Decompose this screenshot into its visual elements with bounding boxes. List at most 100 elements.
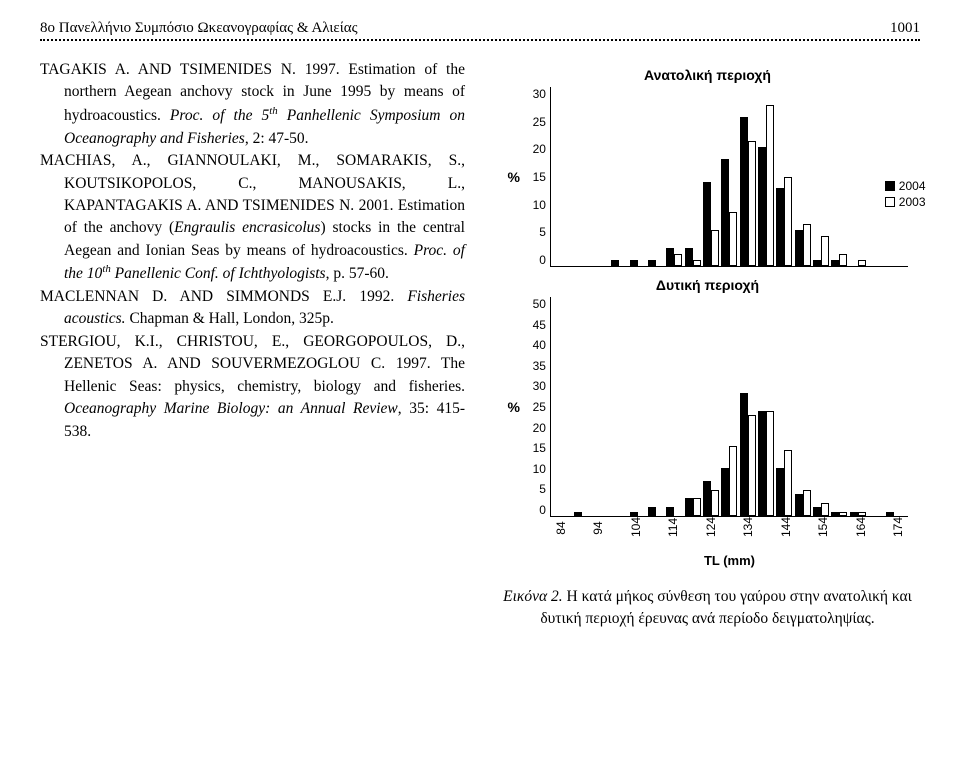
bar bbox=[784, 450, 792, 516]
plot-area-bottom bbox=[550, 297, 908, 517]
bar bbox=[648, 507, 656, 516]
bar-group bbox=[592, 297, 610, 516]
bar-group bbox=[628, 297, 646, 516]
bar-group bbox=[647, 87, 665, 266]
bar bbox=[850, 512, 858, 516]
tick-label: 15 bbox=[522, 441, 546, 455]
bar bbox=[748, 415, 756, 516]
bar bbox=[666, 507, 674, 516]
bar bbox=[758, 411, 766, 516]
bar-group bbox=[610, 297, 628, 516]
bar bbox=[674, 254, 682, 266]
bar-group bbox=[793, 87, 811, 266]
tick-label: 20 bbox=[522, 142, 546, 156]
bar bbox=[803, 490, 811, 516]
bar-group bbox=[573, 87, 591, 266]
running-header: 8ο Πανελλήνιο Συμπόσιο Ωκεανογραφίας & Α… bbox=[40, 20, 920, 37]
bar bbox=[630, 260, 638, 266]
bar bbox=[839, 512, 847, 516]
tick-label: 114 bbox=[666, 519, 680, 537]
tick-label: 25 bbox=[522, 115, 546, 129]
legend-swatch-icon bbox=[885, 197, 895, 207]
bar bbox=[648, 260, 656, 266]
bar bbox=[766, 105, 774, 266]
bar-group bbox=[647, 297, 665, 516]
chart-legend: 2004 2003 bbox=[885, 177, 926, 211]
x-axis-ticks: 8494104114124134144154164174 bbox=[508, 521, 908, 535]
tick-label: 84 bbox=[554, 519, 568, 537]
bar-group bbox=[573, 297, 591, 516]
chart-title: Ανατολική περιοχή bbox=[508, 67, 908, 83]
tick-label: 94 bbox=[591, 519, 605, 537]
bar bbox=[685, 498, 693, 516]
tick-label: 35 bbox=[522, 359, 546, 373]
bar-group bbox=[867, 87, 885, 266]
tick-label: 10 bbox=[522, 198, 546, 212]
tick-label: 104 bbox=[629, 519, 643, 537]
tick-label: 30 bbox=[522, 379, 546, 393]
bar-group bbox=[757, 297, 775, 516]
tick-label: 15 bbox=[522, 170, 546, 184]
tick-label: 50 bbox=[522, 297, 546, 311]
bar bbox=[721, 468, 729, 516]
tick-label: 164 bbox=[854, 519, 868, 537]
bar-group bbox=[720, 297, 738, 516]
bar bbox=[839, 254, 847, 266]
bar-group bbox=[775, 87, 793, 266]
bar-group bbox=[683, 297, 701, 516]
bar-group bbox=[665, 297, 683, 516]
bar-group bbox=[665, 87, 683, 266]
tick-label: 154 bbox=[816, 519, 830, 537]
chart-east-region: Ανατολική περιοχή % 302520151050 2004 20… bbox=[508, 67, 908, 267]
bar-group bbox=[848, 297, 866, 516]
bar bbox=[813, 507, 821, 516]
chart-title: Δυτική περιοχή bbox=[508, 277, 908, 293]
bar-group bbox=[885, 297, 903, 516]
reference-item: MACLENNAN D. AND SIMMONDS E.J. 1992. Fis… bbox=[40, 286, 465, 331]
bar bbox=[703, 182, 711, 266]
bar bbox=[748, 141, 756, 266]
references-column: TAGAKIS A. AND TSIMENIDES N. 1997. Estim… bbox=[40, 59, 465, 631]
bar-group bbox=[702, 297, 720, 516]
bar-group bbox=[812, 297, 830, 516]
bar bbox=[858, 512, 866, 516]
bar bbox=[740, 393, 748, 516]
bar bbox=[721, 159, 729, 266]
plot-area-top bbox=[550, 87, 908, 267]
bar bbox=[711, 490, 719, 516]
chart-west-region: Δυτική περιοχή % 50454035302520151050 84… bbox=[508, 277, 908, 568]
bar bbox=[685, 248, 693, 266]
tick-label: 0 bbox=[522, 253, 546, 267]
bar bbox=[776, 188, 784, 266]
bar bbox=[784, 177, 792, 267]
tick-label: 144 bbox=[779, 519, 793, 537]
figure-caption: Εικόνα 2. Η κατά μήκος σύνθεση του γαύρο… bbox=[495, 586, 920, 631]
bar-group bbox=[592, 87, 610, 266]
bar-group bbox=[610, 87, 628, 266]
bar-group bbox=[812, 87, 830, 266]
page-number: 1001 bbox=[890, 20, 920, 37]
bar-group bbox=[555, 87, 573, 266]
bar bbox=[886, 512, 894, 516]
bar-group bbox=[555, 297, 573, 516]
bar-group bbox=[683, 87, 701, 266]
x-axis-label: TL (mm) bbox=[508, 553, 908, 568]
tick-label: 10 bbox=[522, 462, 546, 476]
bar bbox=[831, 260, 839, 266]
bar bbox=[729, 212, 737, 266]
tick-label: 25 bbox=[522, 400, 546, 414]
bar-group bbox=[738, 87, 756, 266]
bar bbox=[630, 512, 638, 516]
bar bbox=[711, 230, 719, 266]
bar bbox=[703, 481, 711, 516]
bar-group bbox=[720, 87, 738, 266]
bar bbox=[666, 248, 674, 266]
y-axis-ticks-bottom: 50454035302520151050 bbox=[522, 297, 550, 517]
bar bbox=[758, 147, 766, 266]
tick-label: 0 bbox=[522, 503, 546, 517]
bar bbox=[795, 494, 803, 516]
bar bbox=[831, 512, 839, 516]
bar bbox=[693, 260, 701, 266]
bar-group bbox=[830, 297, 848, 516]
bar bbox=[766, 411, 774, 516]
